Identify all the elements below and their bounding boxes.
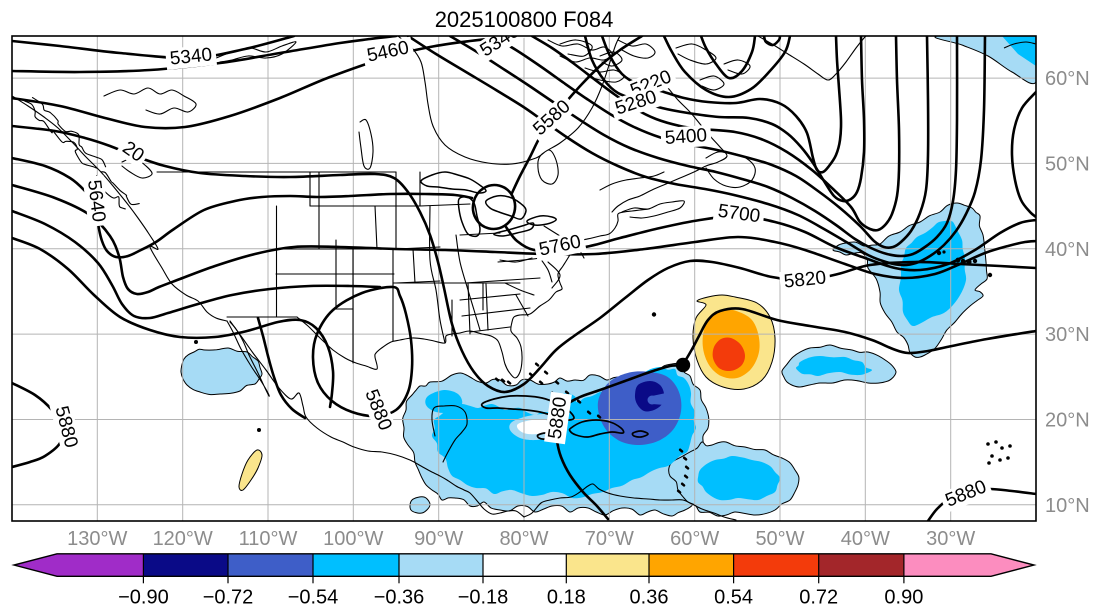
svg-text:5400: 5400 <box>664 125 708 149</box>
svg-text:30°W: 30°W <box>926 528 975 550</box>
svg-text:60°W: 60°W <box>670 528 719 550</box>
svg-text:−0.54: −0.54 <box>288 586 339 608</box>
svg-text:20°N: 20°N <box>1045 410 1090 432</box>
svg-text:−0.18: −0.18 <box>458 586 509 608</box>
svg-text:0.54: 0.54 <box>714 586 753 608</box>
svg-text:100°W: 100°W <box>323 528 383 550</box>
svg-text:−0.72: −0.72 <box>203 586 254 608</box>
svg-text:50°N: 50°N <box>1045 153 1090 175</box>
svg-text:0.72: 0.72 <box>799 586 838 608</box>
svg-text:0.90: 0.90 <box>884 586 923 608</box>
svg-text:−0.90: −0.90 <box>118 586 169 608</box>
svg-text:110°W: 110°W <box>239 528 298 550</box>
svg-text:0.18: 0.18 <box>547 586 586 608</box>
svg-text:5340: 5340 <box>169 44 213 69</box>
svg-text:0.36: 0.36 <box>630 586 669 608</box>
svg-text:90°W: 90°W <box>414 528 463 550</box>
svg-text:60°N: 60°N <box>1045 68 1090 90</box>
svg-text:50°W: 50°W <box>755 528 804 550</box>
svg-text:120°W: 120°W <box>153 528 213 550</box>
svg-text:5820: 5820 <box>783 267 827 292</box>
svg-text:70°W: 70°W <box>585 528 634 550</box>
svg-text:80°W: 80°W <box>499 528 548 550</box>
svg-text:40°N: 40°N <box>1045 239 1090 261</box>
svg-text:30°N: 30°N <box>1045 324 1090 346</box>
svg-text:2025100800 F084: 2025100800 F084 <box>435 7 614 32</box>
svg-text:5640: 5640 <box>83 179 109 224</box>
svg-text:130°W: 130°W <box>67 528 127 550</box>
svg-text:10°N: 10°N <box>1045 495 1090 517</box>
svg-text:−0.36: −0.36 <box>374 586 425 608</box>
svg-text:40°W: 40°W <box>841 528 890 550</box>
